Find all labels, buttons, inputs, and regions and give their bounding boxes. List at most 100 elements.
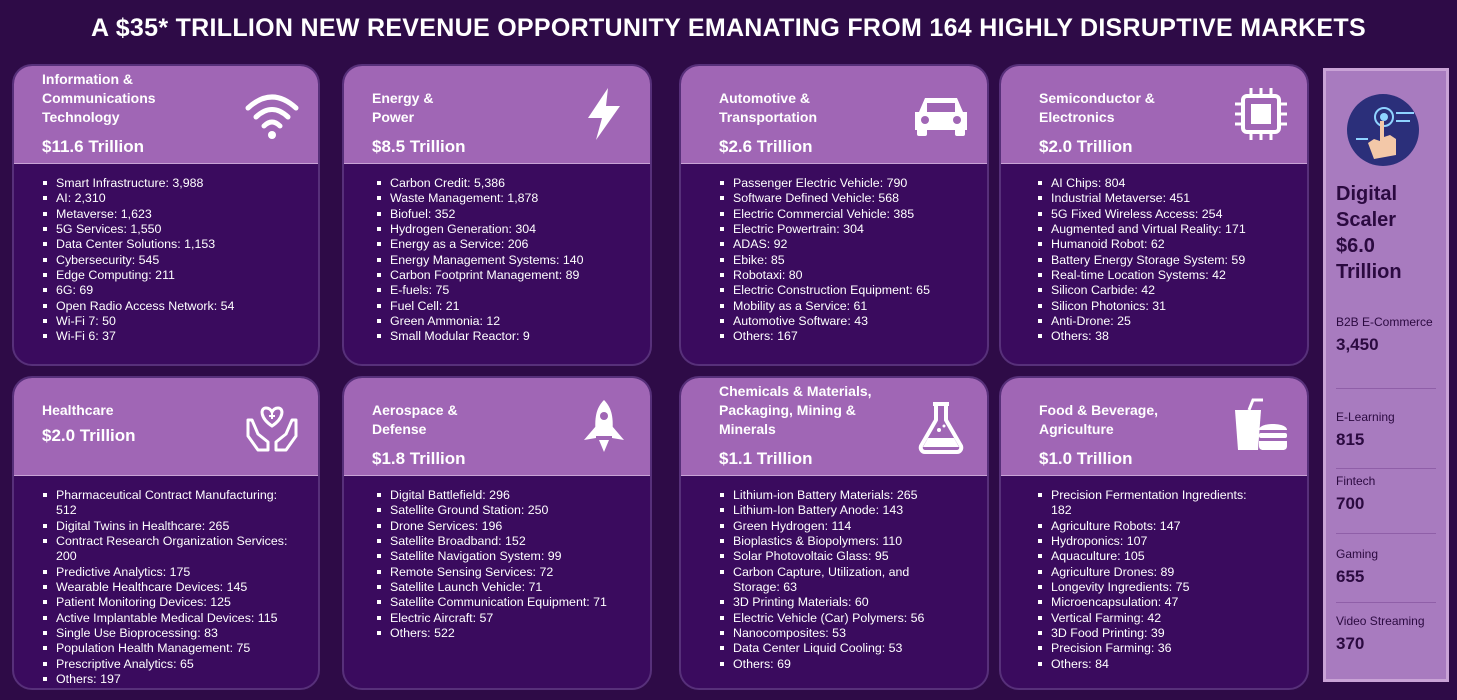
chip-icon [1231,84,1291,144]
list-item: Patient Monitoring Devices: 125 [42,595,297,610]
list-item: Mobility as a Service: 61 [719,299,975,314]
side-item: E-Learning 815 [1336,389,1436,469]
list-item: Satellite Communication Equipment: 71 [376,595,638,610]
list-item: Others: 84 [1037,657,1257,672]
list-item: 6G: 69 [42,283,306,298]
list-item: Remote Sensing Services: 72 [376,565,638,580]
list-item: Satellite Broadband: 152 [376,534,638,549]
list-item: Electric Construction Equipment: 65 [719,283,975,298]
list-item: 3D Food Printing: 39 [1037,626,1257,641]
list-item: Cybersecurity: 545 [42,253,306,268]
list-item: Bioplastics & Biopolymers: 110 [719,534,944,549]
card-list: Lithium-ion Battery Materials: 265 Lithi… [719,488,944,672]
car-icon [911,84,971,144]
side-item-value: 3,450 [1336,335,1379,354]
list-item: Lithium-Ion Battery Anode: 143 [719,503,944,518]
list-item: Industrial Metaverse: 451 [1037,191,1295,206]
list-item: Green Ammonia: 12 [376,314,638,329]
side-title-line: Scaler [1336,209,1397,231]
list-item: ADAS: 92 [719,237,975,252]
side-item: B2B E-Commerce 3,450 [1336,314,1436,389]
rocket-icon [574,396,634,456]
side-title-line: Trillion [1336,261,1402,283]
list-item: Ebike: 85 [719,253,975,268]
touch-hand-icon [1346,93,1420,167]
list-item: Nanocomposites: 53 [719,626,944,641]
card-header: Aerospace & Defense $1.8 Trillion [344,378,650,476]
card-semiconductor: Semiconductor & Electronics $2.0 Trillio… [999,64,1309,366]
side-title: Digital Scaler $6.0 Trillion [1336,181,1446,285]
card-list: Digital Battlefield: 296 Satellite Groun… [376,488,638,641]
card-list: Smart Infrastructure: 3,988 AI: 2,310 Me… [42,176,306,345]
list-item: Automotive Software: 43 [719,314,975,329]
list-item: Microencapsulation: 47 [1037,595,1257,610]
card-list: Pharmaceutical Contract Manufacturing: 5… [42,488,297,687]
list-item: Passenger Electric Vehicle: 790 [719,176,975,191]
list-item: Population Health Management: 75 [42,641,297,656]
list-item: Battery Energy Storage System: 59 [1037,253,1295,268]
list-item: Carbon Footprint Management: 89 [376,268,638,283]
card-value: $1.8 Trillion [372,449,466,468]
list-item: Hydrogen Generation: 304 [376,222,638,237]
side-item-value: 370 [1336,634,1365,653]
list-item: Aquaculture: 105 [1037,549,1257,564]
card-list: Carbon Credit: 5,386 Waste Management: 1… [376,176,638,345]
card-value: $11.6 Trillion [42,137,145,156]
card-value: $8.5 Trillion [372,137,466,156]
card-header: Information & Communications Technology … [14,66,318,164]
card-automotive: Automotive & Transportation $2.6 Trillio… [679,64,989,366]
card-name: Automotive & Transportation [719,90,818,125]
list-item: Single Use Bioprocessing: 83 [42,626,297,641]
card-list: Passenger Electric Vehicle: 790 Software… [719,176,975,345]
list-item: Vertical Farming: 42 [1037,611,1257,626]
side-item-value: 700 [1336,494,1365,513]
list-item: Precision Farming: 36 [1037,641,1257,656]
card-value: $1.0 Trillion [1039,449,1133,468]
page-title: A $35* TRILLION NEW REVENUE OPPORTUNITY … [91,14,1366,42]
list-item: Open Radio Access Network: 54 [42,299,306,314]
list-item: Satellite Launch Vehicle: 71 [376,580,638,595]
list-item: Energy Management Systems: 140 [376,253,638,268]
lightning-bolt-icon [574,84,634,144]
list-item: Predictive Analytics: 175 [42,565,297,580]
list-item: Solar Photovoltaic Glass: 95 [719,549,944,564]
card-ict: Information & Communications Technology … [12,64,320,366]
card-header: Healthcare $2.0 Trillion [14,378,318,476]
list-item: Smart Infrastructure: 3,988 [42,176,306,191]
list-item: Green Hydrogen: 114 [719,519,944,534]
side-title-line: Digital [1336,183,1398,205]
list-item: Wearable Healthcare Devices: 145 [42,580,297,595]
card-list: AI Chips: 804 Industrial Metaverse: 451 … [1037,176,1295,345]
list-item: Active Implantable Medical Devices: 115 [42,611,297,626]
card-energy: Energy & Power $8.5 Trillion Carbon Cred… [342,64,652,366]
list-item: 5G Fixed Wireless Access: 254 [1037,207,1295,222]
list-item: E-fuels: 75 [376,283,638,298]
side-item-value: 655 [1336,567,1365,586]
list-item: Wi-Fi 6: 37 [42,329,306,344]
list-item: Electric Commercial Vehicle: 385 [719,207,975,222]
list-item: Real-time Location Systems: 42 [1037,268,1295,283]
card-value: $2.6 Trillion [719,137,813,156]
list-item: Anti-Drone: 25 [1037,314,1295,329]
side-item-value: 815 [1336,430,1365,449]
list-item: Others: 69 [719,657,944,672]
list-item: Lithium-ion Battery Materials: 265 [719,488,944,503]
side-item-label: Fintech [1336,474,1376,488]
list-item: Agriculture Drones: 89 [1037,565,1257,580]
card-name: Healthcare [42,402,114,418]
list-item: Longevity Ingredients: 75 [1037,580,1257,595]
list-item: Biofuel: 352 [376,207,638,222]
list-item: Small Modular Reactor: 9 [376,329,638,344]
list-item: Digital Battlefield: 296 [376,488,638,503]
list-item: Satellite Ground Station: 250 [376,503,638,518]
card-name: Food & Beverage, Agriculture [1039,402,1159,437]
list-item: Prescriptive Analytics: 65 [42,657,297,672]
list-item: Drone Services: 196 [376,519,638,534]
card-header: Automotive & Transportation $2.6 Trillio… [681,66,987,164]
side-item-label: Video Streaming [1336,614,1425,628]
list-item: Wi-Fi 7: 50 [42,314,306,329]
list-item: Satellite Navigation System: 99 [376,549,638,564]
side-item-label: B2B E-Commerce [1336,315,1433,329]
list-item: Pharmaceutical Contract Manufacturing: 5… [42,488,297,519]
list-item: Data Center Solutions: 1,153 [42,237,306,252]
